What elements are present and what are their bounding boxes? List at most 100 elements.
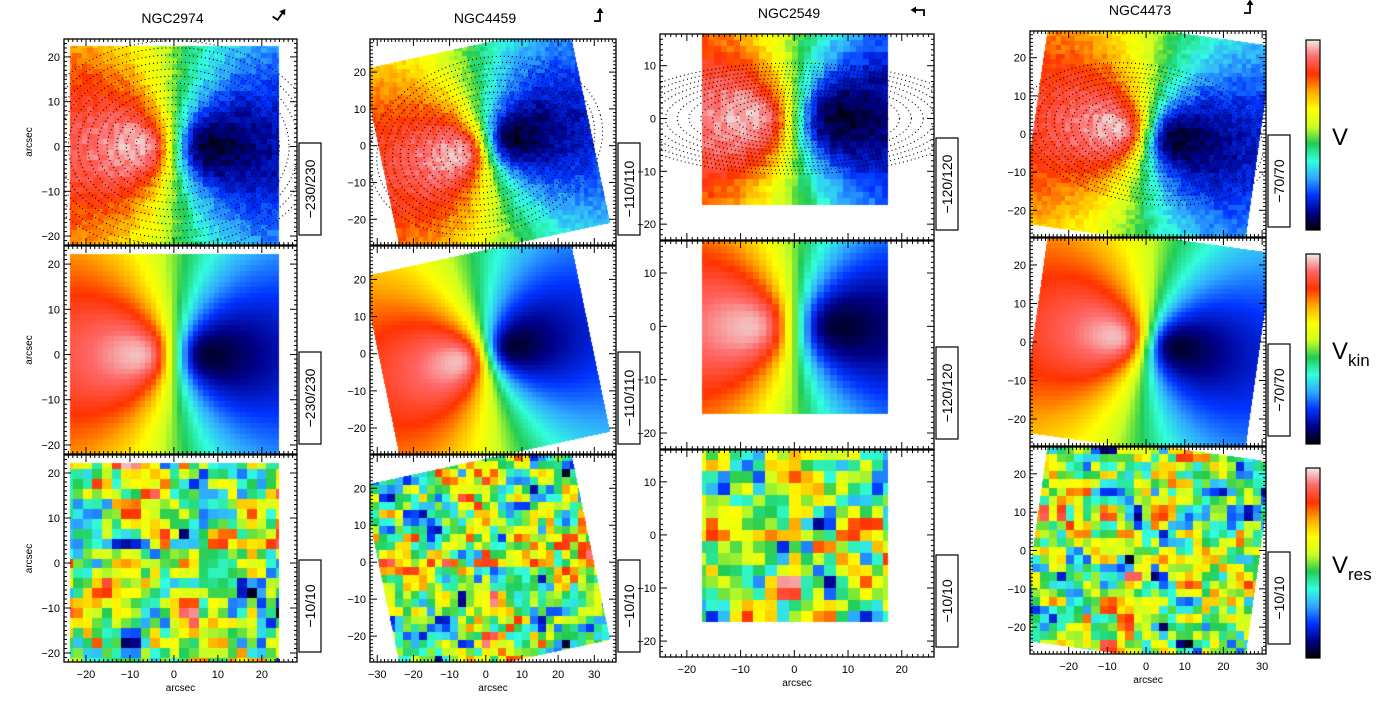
y-tick-label: 10 xyxy=(644,61,656,73)
y-tick-label: 0 xyxy=(1020,546,1026,558)
x-axis-label: arcsec xyxy=(478,683,507,694)
y-axis-label: arcsec xyxy=(24,544,35,573)
velocity-range-box: −230/230 xyxy=(298,142,322,236)
y-tick-label: −20 xyxy=(1007,205,1026,217)
velocity-range-label: −110/110 xyxy=(621,369,637,426)
model-velocity-map xyxy=(370,246,616,454)
velocity-range-box: −10/10 xyxy=(1267,551,1291,645)
y-tick-label: −10 xyxy=(41,395,60,407)
y-tick-label: 0 xyxy=(650,530,656,542)
x-axis-label: arcsec xyxy=(166,683,195,694)
quantity-label: Vkin xyxy=(1332,338,1370,370)
x-tick-label: −20 xyxy=(1059,661,1078,673)
y-tick-label: 10 xyxy=(644,477,656,489)
y-tick-label: −10 xyxy=(637,166,656,178)
x-tick-label: 0 xyxy=(171,669,177,681)
y-tick-label: 20 xyxy=(354,67,366,79)
y-tick-label: −20 xyxy=(637,428,656,440)
x-tick-label: −10 xyxy=(440,669,459,681)
y-tick-label: 0 xyxy=(650,321,656,333)
map-panel-row-3: 20 10 0 −10 −20 arcsec −10/10 −20 −10 0 10 20 arcsec xyxy=(24,454,322,694)
velocity-range-box: −10/10 xyxy=(617,559,641,653)
y-tick-label: 20 xyxy=(1014,469,1026,481)
colorbar-row-2: Vkin xyxy=(1305,253,1370,445)
y-tick-label: 10 xyxy=(1014,298,1026,310)
y-tick-label: −10 xyxy=(347,594,366,606)
map-panel-row-2: 20 10 0 −10 −20 arcsec −230/230 xyxy=(24,245,322,455)
velocity-range-box: −110/110 xyxy=(617,351,641,445)
velocity-range-box: −230/230 xyxy=(298,351,322,445)
x-axis-label: arcsec xyxy=(782,678,811,689)
y-tick-label: 20 xyxy=(48,52,60,64)
orientation-arrow-icon xyxy=(1244,0,1254,14)
y-tick-label: 10 xyxy=(48,97,60,109)
galaxy-column-ngc4459: NGC4459 20 10 0 −10 −20 −110/110 20 10 0 −10 −20 −11… xyxy=(347,7,641,694)
orientation-arrow-icon xyxy=(272,8,286,22)
y-tick-label: 0 xyxy=(360,557,366,569)
x-tick-label: 0 xyxy=(791,664,797,676)
y-tick-label: 10 xyxy=(1014,507,1026,519)
x-tick-label: −20 xyxy=(77,669,96,681)
galaxy-name: NGC2549 xyxy=(758,5,820,21)
velocity-range-label: −10/10 xyxy=(302,584,318,627)
y-axis-label: arcsec xyxy=(24,335,35,364)
velocity-range-label: −10/10 xyxy=(939,579,955,622)
x-tick-label: −20 xyxy=(404,669,423,681)
galaxy-name: NGC4459 xyxy=(454,10,516,26)
velocity-range-label: −70/70 xyxy=(1271,368,1287,411)
map-panel-row-1: 20 10 0 −10 −20 arcsec −230/230 xyxy=(24,38,322,246)
y-tick-label: −10 xyxy=(1007,376,1026,388)
galaxy-column-ngc2974: NGC2974 20 10 0 −10 −20 arcsec −230/230 20 10 0 −10… xyxy=(24,8,322,694)
y-tick-label: 20 xyxy=(1014,53,1026,65)
x-tick-label: 10 xyxy=(842,664,854,676)
y-tick-label: 0 xyxy=(54,350,60,362)
observed-velocity-map xyxy=(370,39,616,245)
x-tick-label: 30 xyxy=(588,669,600,681)
panel-frame xyxy=(659,449,935,658)
x-tick-label: −10 xyxy=(731,664,750,676)
residual-velocity-map xyxy=(1030,447,1266,654)
residual-velocity-map xyxy=(370,455,616,662)
y-tick-label: 10 xyxy=(354,312,366,324)
x-tick-label: 10 xyxy=(1179,661,1191,673)
y-tick-label: 20 xyxy=(354,483,366,495)
velocity-range-box: −70/70 xyxy=(1267,134,1291,228)
colorbar-row-1: V xyxy=(1305,39,1348,231)
x-tick-label: 10 xyxy=(516,669,528,681)
y-tick-label: 10 xyxy=(48,513,60,525)
y-tick-label: −20 xyxy=(41,648,60,660)
y-tick-label: 20 xyxy=(1014,260,1026,272)
y-tick-label: −20 xyxy=(347,214,366,226)
velocity-range-box: −110/110 xyxy=(617,142,641,236)
velocity-range-box: −10/10 xyxy=(298,559,322,653)
x-tick-label: 20 xyxy=(1217,661,1229,673)
galaxy-column-ngc4473: NGC4473 20 10 0 −10 −20 −70/70 20 10 0 −10 −20 −70/7… xyxy=(1007,0,1291,686)
velocity-range-label: −110/110 xyxy=(621,160,637,217)
quantity-label: V xyxy=(1332,124,1348,151)
y-tick-label: −20 xyxy=(637,636,656,648)
map-panel-row-3: 20 10 0 −10 −20 −10/10 −30 −20 −10 0 10 20 30 arcsec xyxy=(347,454,641,694)
map-panel-row-2: 20 10 0 −10 −20 −70/70 xyxy=(1007,237,1291,447)
y-tick-label: 20 xyxy=(48,468,60,480)
y-tick-label: 0 xyxy=(360,141,366,153)
velocity-range-box: −70/70 xyxy=(1267,343,1291,437)
y-tick-label: −20 xyxy=(1007,622,1026,634)
panel-frame xyxy=(659,240,935,450)
colorbar-row-3: Vres xyxy=(1305,467,1372,659)
x-tick-label: 20 xyxy=(552,669,564,681)
velocity-range-label: −10/10 xyxy=(621,584,637,627)
y-tick-label: −10 xyxy=(347,386,366,398)
y-tick-label: −10 xyxy=(1007,584,1026,596)
orientation-arrow-icon xyxy=(594,7,604,22)
residual-velocity-map xyxy=(660,450,934,657)
y-tick-label: −20 xyxy=(41,231,60,243)
y-tick-label: −10 xyxy=(637,583,656,595)
x-tick-label: −30 xyxy=(368,669,387,681)
model-velocity-map xyxy=(660,241,934,449)
x-tick-label: 20 xyxy=(896,664,908,676)
y-tick-label: 0 xyxy=(1020,337,1026,349)
y-tick-label: −20 xyxy=(637,219,656,231)
velocity-range-box: −120/120 xyxy=(935,346,959,440)
velocity-range-label: −10/10 xyxy=(1271,576,1287,619)
